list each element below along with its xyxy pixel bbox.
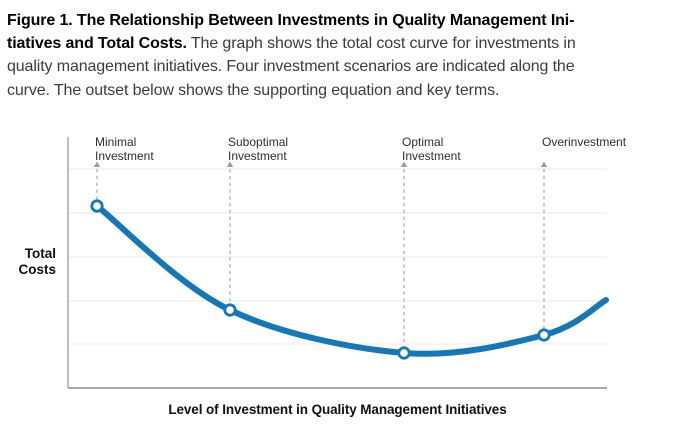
- scenario-label-minimal-investment: Investment: [95, 149, 154, 163]
- scenario-label-suboptimal-investment: Investment: [228, 149, 287, 163]
- scenario-marker-optimal-investment: [397, 346, 411, 360]
- scenario-marker-minimal-investment: [90, 199, 104, 213]
- caption-line: quality management initiatives. Four inv…: [7, 58, 575, 76]
- caption-bold-text: Figure 1. The Relationship Between Inves…: [7, 12, 575, 29]
- guide-arrow-icon-optimal-investment: [400, 161, 408, 167]
- guide-arrow-icon-suboptimal-investment: [226, 161, 234, 167]
- y-axis-label: Total Costs: [0, 246, 56, 278]
- caption-line: curve. The outset below shows the suppor…: [7, 81, 500, 99]
- y-axis-label-line: Costs: [18, 262, 56, 277]
- figure-caption: Figure 1. The Relationship Between Inves…: [7, 9, 688, 102]
- caption-line: Figure 1. The Relationship Between Inves…: [7, 9, 688, 32]
- y-axis-label-line: Total: [24, 246, 56, 261]
- caption-bold-text: tiatives and Total Costs.: [7, 35, 187, 53]
- scenario-label-optimal-investment: Optimal: [402, 135, 443, 149]
- total-cost-curve: [94, 203, 609, 357]
- scenario-label-suboptimal-investment: Suboptimal: [228, 135, 288, 149]
- scenario-label-overinvestment: Overinvestment: [542, 135, 627, 149]
- guide-arrow-icon-minimal-investment: [93, 161, 101, 167]
- caption-line: tiatives and Total Costs. The graph show…: [7, 35, 576, 53]
- scenario-label-minimal-investment: Minimal: [95, 135, 136, 149]
- x-axis-label: Level of Investment in Quality Managemen…: [168, 402, 507, 417]
- guide-arrow-icon-overinvestment: [540, 161, 548, 167]
- scenario-label-optimal-investment: Investment: [402, 149, 461, 163]
- scenario-marker-suboptimal-investment: [223, 303, 237, 317]
- scenario-marker-overinvestment: [537, 328, 551, 342]
